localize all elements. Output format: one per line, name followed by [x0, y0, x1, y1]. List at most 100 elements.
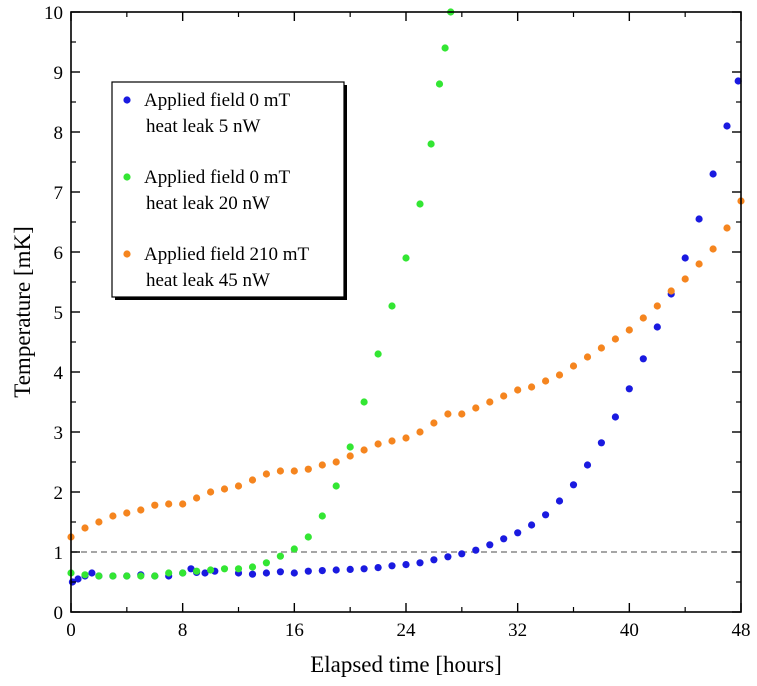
series-2-point-13: [248, 476, 257, 484]
series-1-point-17: [304, 533, 312, 541]
series-0-point-48: [695, 215, 703, 223]
y-axis-label: Temperature [mK]: [10, 226, 35, 397]
series-0-point-36: [528, 521, 536, 529]
legend-marker-1: [123, 173, 131, 181]
y-tick-label: 8: [54, 123, 64, 144]
series-2-point-42: [653, 302, 661, 310]
series-1-point-15: [276, 552, 284, 560]
series-0-point-27: [402, 561, 410, 569]
series-2-point-16: [290, 467, 298, 475]
series-2-point-44: [681, 275, 689, 283]
series-0-point-17: [262, 569, 270, 577]
series-2-point-39: [611, 335, 620, 343]
series-1-point-12: [234, 565, 243, 573]
x-tick-label: 8: [178, 620, 188, 641]
legend-entry-0-line2: heat leak 5 nW: [146, 116, 261, 137]
series-2-point-11: [220, 485, 229, 493]
series-2-point-46: [709, 245, 717, 253]
series-1-point-20: [346, 443, 354, 451]
series-0-point-11: [187, 565, 195, 573]
series-1-point-26: [427, 140, 435, 148]
series-0-point-18: [276, 568, 284, 576]
series-2-point-28: [458, 410, 466, 418]
series-0-point-32: [472, 546, 480, 554]
x-axis-label: Elapsed time [hours]: [310, 652, 502, 677]
series-2-point-36: [569, 362, 578, 370]
series-2-point-34: [542, 377, 550, 385]
series-0-point-38: [555, 497, 564, 505]
series-2-point-37: [583, 353, 592, 361]
series-1-point-8: [179, 569, 187, 577]
series-1-point-6: [151, 572, 159, 580]
series-0-point-50: [723, 122, 731, 130]
series-0-point-44: [639, 355, 647, 363]
series-1-point-4: [123, 572, 131, 580]
y-tick-label: 1: [54, 543, 64, 564]
y-tick-label: 0: [54, 603, 64, 624]
series-2-point-20: [346, 452, 354, 460]
series-2-point-38: [597, 344, 606, 352]
series-2-point-7: [165, 500, 173, 508]
series-2-point-41: [639, 314, 647, 322]
series-0-point-39: [569, 481, 578, 489]
series-0-point-16: [248, 570, 257, 578]
legend-entry-2-line1: Applied field 210 mT: [144, 244, 310, 265]
series-2-point-23: [388, 437, 396, 445]
series-2-point-30: [486, 398, 494, 406]
series-2-point-35: [555, 371, 564, 379]
series-0-point-34: [500, 535, 508, 543]
series-0-point-43: [625, 385, 633, 393]
series-0-point-25: [374, 564, 382, 572]
y-tick-label: 3: [54, 423, 64, 444]
series-0-point-33: [486, 541, 494, 549]
series-0-point-26: [388, 562, 396, 570]
series-2-point-2: [95, 518, 103, 526]
x-tick-label: 16: [285, 620, 304, 641]
series-0-point-19: [290, 569, 298, 577]
series-2-point-19: [332, 458, 340, 466]
series-2-point-12: [234, 482, 243, 490]
y-tick-label: 2: [54, 483, 64, 504]
legend-marker-2: [123, 250, 131, 258]
series-0-point-31: [458, 550, 466, 558]
series-1-point-27: [435, 80, 444, 88]
series-1-point-3: [109, 572, 117, 580]
series-1-point-24: [402, 254, 410, 262]
series-1-point-1: [81, 571, 89, 579]
series-1-point-5: [137, 572, 145, 580]
series-1-point-2: [95, 572, 103, 580]
legend: Applied field 0 mT heat leak 5 nW Applied …: [111, 81, 347, 300]
y-tick-label: 9: [54, 63, 64, 84]
series-2-point-17: [304, 465, 312, 473]
legend-entry-0-line1: Applied field 0 mT: [144, 90, 291, 111]
x-tick-label: 40: [620, 620, 639, 641]
series-2-point-40: [625, 326, 633, 334]
legend-entry-2-line2: heat leak 45 nW: [146, 270, 270, 291]
series-2-point-21: [360, 446, 368, 454]
legend-entry-1-line2: heat leak 20 nW: [146, 193, 270, 214]
series-1-point-9: [193, 567, 201, 575]
legend-marker-0: [123, 96, 131, 104]
series-0-point-47: [681, 254, 689, 262]
x-tick-label: 32: [508, 620, 527, 641]
series-1-point-18: [318, 512, 326, 520]
series-1-point-13: [248, 563, 257, 571]
series-2: [67, 197, 745, 541]
y-tick-label: 6: [54, 243, 64, 264]
series-0-point-29: [430, 556, 438, 564]
y-tick-label: 4: [54, 363, 64, 384]
series-2-point-27: [444, 410, 452, 418]
series-1-point-16: [290, 545, 298, 553]
series-2-point-8: [179, 500, 187, 508]
series-2-point-45: [695, 260, 703, 268]
series-1-point-10: [207, 566, 215, 574]
series-0-point-20: [304, 567, 312, 575]
series-2-point-1: [81, 524, 89, 532]
tick-layer: 0 8 16 24 32 40 48 0 1 2 3 4 5 6 7 8 9 10: [44, 3, 751, 641]
series-2-point-14: [262, 470, 270, 478]
series-2-point-24: [402, 434, 410, 442]
series-1-point-23: [388, 302, 396, 310]
legend-entry-1-line1: Applied field 0 mT: [144, 167, 291, 188]
series-2-point-6: [151, 501, 159, 509]
